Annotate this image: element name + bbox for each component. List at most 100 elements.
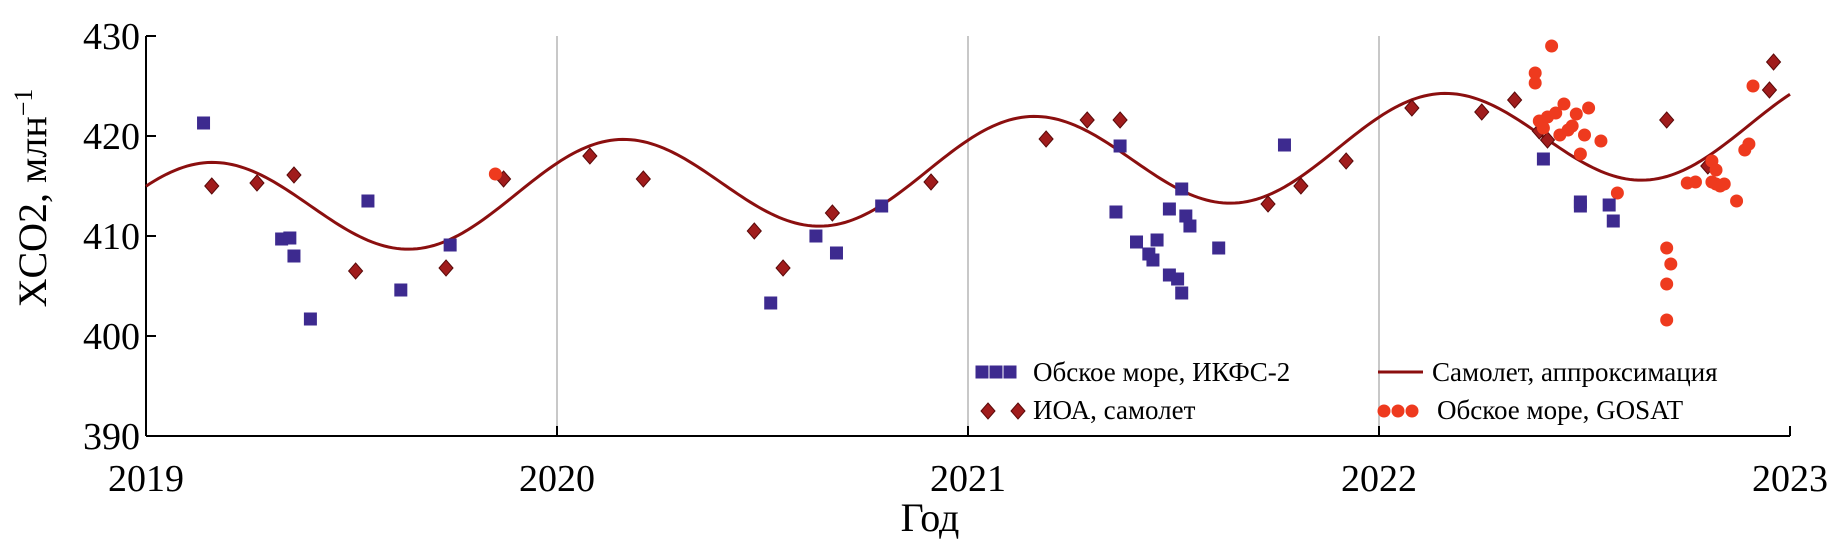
ioa-point-3	[347, 262, 364, 280]
ikfs-point-8	[764, 296, 778, 310]
gosat-point-21	[1664, 257, 1678, 271]
legend: Обское море, ИКФС-2 ИОА, самолет Самолет…	[975, 357, 1718, 425]
ioa-point-9	[775, 259, 791, 277]
gosat-point-32	[1742, 137, 1756, 151]
ioa-point-14	[1112, 111, 1128, 129]
legend-entry-fit: Самолет, аппроксимация	[1378, 357, 1718, 387]
ikfs-point-17	[1150, 233, 1164, 247]
ioa-point-4	[438, 259, 454, 277]
ikfs-point-0	[197, 116, 211, 130]
ikfs-point-9	[809, 229, 823, 243]
gosat-point-11	[1565, 119, 1579, 133]
gosat-point-15	[1582, 101, 1596, 115]
legend-diamond-0	[980, 402, 996, 420]
vertical-gridlines	[556, 36, 1380, 436]
ikfs-point-13	[1113, 139, 1127, 153]
ikfs-point-30	[1602, 198, 1616, 212]
gosat-point-26	[1709, 163, 1723, 177]
ikfs-point-2	[283, 231, 297, 245]
ikfs-point-14	[1130, 235, 1144, 249]
gosat-point-20	[1660, 313, 1674, 327]
legend-label-ioa: ИОА, самолет	[1033, 395, 1196, 425]
ioa-point-17	[1338, 152, 1354, 170]
x-tick-label-2019: 2019	[108, 458, 184, 500]
ioa-point-15	[1260, 195, 1276, 213]
ioa-point-13	[1079, 111, 1095, 129]
legend-label-fit: Самолет, аппроксимация	[1432, 357, 1718, 387]
fit-curve-layer	[145, 91, 1791, 251]
x-tick-label-2023: 2023	[1752, 458, 1828, 500]
ioa-point-19	[1474, 103, 1490, 121]
legend-label-gosat: Обское море, GOSAT	[1437, 395, 1684, 425]
ikfs-point-19	[1162, 202, 1176, 216]
gosat-point-12	[1569, 107, 1583, 121]
x-tick-label-2021: 2021	[930, 458, 1006, 500]
ioa-point-26	[1765, 53, 1782, 71]
ioa-point-7	[635, 170, 651, 188]
ioa-point-23	[1659, 111, 1675, 129]
y-axis-title-text: XCO2, млн	[10, 116, 55, 307]
y-tick-label-410: 410	[83, 216, 140, 258]
ioa-point-22	[1539, 131, 1556, 149]
gosat-point-0	[488, 167, 502, 181]
legend-marker-ikfs	[975, 365, 1017, 379]
ikfs-point-22	[1175, 182, 1189, 196]
gosat-point-7	[1549, 106, 1563, 120]
gosat-point-33	[1746, 79, 1760, 93]
gosat-point-13	[1573, 147, 1587, 161]
axis-ticks: 390 400 410 420 430 2019 2020 2021 2022 2023	[83, 16, 1828, 500]
y-tick-label-430: 430	[83, 16, 140, 58]
ikfs-point-11	[875, 199, 889, 213]
ikfs-point-23	[1179, 209, 1193, 223]
legend-square-0	[975, 365, 989, 379]
ikfs-point-12	[1109, 205, 1123, 219]
gosat-point-1	[1528, 76, 1542, 90]
ikfs-point-20	[1171, 272, 1185, 286]
legend-entry-gosat: Обское море, GOSAT	[1377, 395, 1684, 425]
ikfs-point-25	[1212, 241, 1226, 255]
legend-square-2	[1003, 365, 1017, 379]
gosat-point-9	[1557, 97, 1571, 111]
x-tick-label-2020: 2020	[519, 458, 595, 500]
x-tick-label-2022: 2022	[1341, 458, 1417, 500]
legend-circle-1	[1391, 404, 1405, 418]
legend-marker-ioa	[980, 402, 1026, 420]
data-points-layer	[197, 39, 1782, 327]
gosat-point-4	[1536, 121, 1550, 135]
legend-circle-2	[1405, 404, 1419, 418]
ikfs-point-16	[1146, 253, 1160, 267]
fit-curve-line	[145, 91, 1791, 251]
legend-marker-gosat	[1377, 404, 1419, 418]
ikfs-point-21	[1175, 286, 1189, 300]
y-tick-label-390: 390	[83, 416, 140, 458]
ikfs-point-31	[1606, 214, 1620, 228]
gosat-point-29	[1717, 177, 1731, 191]
ioa-point-2	[286, 166, 302, 184]
y-tick-label-420: 420	[83, 116, 140, 158]
ioa-point-0	[204, 177, 220, 195]
ioa-point-25	[1761, 81, 1778, 99]
ioa-point-11	[923, 173, 939, 191]
ioa-point-8	[746, 222, 762, 240]
ioa-point-6	[582, 147, 598, 165]
ioa-point-18	[1404, 99, 1420, 117]
legend-circle-0	[1377, 404, 1391, 418]
legend-label-ikfs: Обское море, ИКФС-2	[1033, 357, 1290, 387]
ikfs-point-26	[1277, 138, 1291, 152]
ikfs-point-6	[394, 283, 408, 297]
gosat-point-17	[1610, 186, 1624, 200]
ioa-point-16	[1293, 177, 1309, 195]
legend-square-1	[989, 365, 1003, 379]
ioa-point-10	[824, 204, 841, 222]
gosat-point-14	[1578, 128, 1591, 142]
ioa-point-20	[1506, 91, 1523, 109]
ioa-point-12	[1038, 130, 1054, 148]
y-axis-title: XCO2, млн−1	[9, 89, 55, 308]
ikfs-point-10	[829, 246, 843, 260]
ikfs-point-5	[361, 194, 375, 208]
y-tick-label-400: 400	[83, 316, 140, 358]
x-axis-title: Год	[901, 495, 960, 540]
ikfs-point-4	[303, 312, 317, 326]
gosat-point-2	[1528, 66, 1542, 80]
